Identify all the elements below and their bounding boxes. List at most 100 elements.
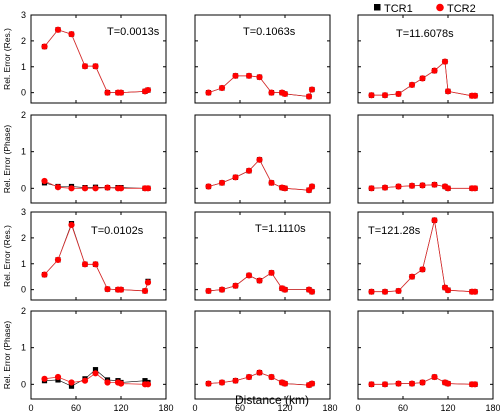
panel-r1-c1: 0 1 2 3 T=0.0013s bbox=[21, 10, 167, 104]
point-tcr2 bbox=[68, 221, 75, 229]
point-tcr2 bbox=[281, 286, 289, 293]
point-tcr2 bbox=[104, 379, 111, 386]
point-tcr2 bbox=[381, 288, 389, 295]
point-tcr2 bbox=[232, 72, 239, 79]
x-tick-label: 120 bbox=[277, 403, 292, 411]
point-tcr2 bbox=[268, 179, 275, 186]
point-tcr2 bbox=[41, 375, 48, 382]
series-line-tcr2 bbox=[44, 223, 149, 292]
legend: TCR1 TCR2 bbox=[374, 3, 476, 15]
panel-r3-c1: 0 1 2 3 T=0.0102s bbox=[21, 207, 167, 301]
x-tick-label: 0 bbox=[192, 403, 197, 411]
point-tcr2 bbox=[268, 269, 275, 276]
point-tcr2 bbox=[92, 261, 99, 268]
series-line-tcr2 bbox=[44, 372, 148, 385]
point-tcr2 bbox=[41, 271, 48, 278]
series-tcr2 bbox=[205, 269, 316, 295]
point-tcr2 bbox=[419, 266, 426, 273]
point-tcr2 bbox=[41, 43, 48, 50]
point-tcr2 bbox=[245, 373, 253, 381]
point-tcr2 bbox=[395, 287, 402, 295]
point-tcr2 bbox=[92, 370, 99, 377]
y-tick-label: 1 bbox=[21, 147, 26, 157]
period-annotation: T=0.0102s bbox=[91, 225, 144, 237]
point-tcr2 bbox=[408, 273, 416, 280]
x-tick-label: 60 bbox=[398, 403, 408, 411]
y-axis-label: Rel. Error (Res.) bbox=[2, 28, 12, 90]
point-tcr2 bbox=[144, 86, 152, 94]
panel-frame bbox=[357, 114, 494, 204]
series-tcr2 bbox=[205, 369, 316, 389]
series-tcr2 bbox=[41, 370, 152, 388]
point-tcr2 bbox=[104, 184, 111, 191]
x-tick-label: 120 bbox=[440, 403, 455, 411]
panel-frame bbox=[357, 310, 494, 400]
series-tcr2 bbox=[368, 373, 479, 388]
panel-frame bbox=[194, 211, 331, 301]
y-axis-label: Rel. Error (Res.) bbox=[2, 225, 12, 287]
series-line-tcr2 bbox=[371, 184, 475, 189]
panel-r4-c2: 0 60 120 180 bbox=[192, 310, 338, 411]
point-tcr2 bbox=[431, 373, 438, 381]
point-tcr2 bbox=[305, 93, 313, 100]
series-line-tcr2 bbox=[44, 180, 148, 189]
panel-frame bbox=[357, 14, 494, 104]
point-tcr2 bbox=[444, 185, 452, 192]
period-annotation: T=11.6078s bbox=[396, 28, 454, 40]
y-tick-label: 1 bbox=[21, 62, 26, 72]
y-axis-label: Rel. Error (Phase) bbox=[2, 125, 12, 194]
y-tick-label: 2 bbox=[21, 110, 26, 120]
y-tick-label: 3 bbox=[21, 10, 26, 20]
point-tcr2 bbox=[54, 26, 62, 33]
series-line-tcr2 bbox=[371, 220, 475, 293]
point-tcr2 bbox=[419, 379, 426, 386]
point-tcr2 bbox=[471, 381, 479, 388]
series-tcr2 bbox=[368, 58, 479, 99]
y-tick-label: 0 bbox=[21, 285, 26, 295]
point-tcr2 bbox=[218, 179, 226, 186]
y-tick-label: 3 bbox=[21, 207, 26, 217]
panel-r2-c1: 0 1 2 bbox=[21, 110, 167, 204]
y-tick-label: 0 bbox=[21, 379, 26, 389]
point-tcr1 bbox=[142, 378, 148, 384]
point-tcr2 bbox=[419, 182, 426, 189]
panel-frame bbox=[194, 14, 331, 104]
point-tcr2 bbox=[308, 183, 316, 190]
panel-r1-c2: T=0.1063s bbox=[194, 14, 331, 104]
series-tcr2 bbox=[205, 156, 316, 194]
panel-frame bbox=[30, 114, 167, 204]
series-line-tcr2 bbox=[208, 159, 313, 191]
point-tcr2 bbox=[431, 217, 438, 224]
point-tcr2 bbox=[218, 379, 226, 386]
point-tcr2 bbox=[368, 92, 375, 99]
panel-r3-c2: T=1.1110s bbox=[194, 211, 331, 301]
x-tick-label: 120 bbox=[113, 403, 128, 411]
point-tcr2 bbox=[54, 373, 62, 381]
point-tcr2 bbox=[444, 287, 452, 294]
legend-marker-tcr1 bbox=[374, 4, 381, 11]
point-tcr2 bbox=[81, 261, 89, 268]
series-line-tcr2 bbox=[208, 372, 313, 386]
y-axis-label: Rel. Error (Phase) bbox=[2, 321, 12, 390]
point-tcr2 bbox=[381, 184, 389, 191]
point-tcr2 bbox=[381, 92, 389, 99]
panel-r1-c3: T=11.6078s bbox=[357, 14, 494, 104]
period-annotation: T=121.28s bbox=[368, 225, 421, 237]
panel-r3-c3: T=121.28s bbox=[357, 211, 494, 301]
point-tcr2 bbox=[444, 380, 452, 387]
panel-frame bbox=[30, 14, 167, 104]
point-tcr2 bbox=[232, 377, 239, 384]
point-tcr2 bbox=[68, 379, 75, 386]
x-tick-label: 180 bbox=[158, 403, 173, 411]
panel-r4-c3: 0 60 120 180 bbox=[355, 310, 500, 411]
point-tcr2 bbox=[431, 181, 438, 188]
panel-r2-c3 bbox=[357, 114, 494, 204]
x-tick-label: 0 bbox=[355, 403, 360, 411]
series-tcr2 bbox=[41, 221, 152, 295]
point-tcr2 bbox=[368, 185, 375, 192]
legend-label-tcr2: TCR2 bbox=[447, 3, 476, 15]
point-tcr2 bbox=[408, 182, 416, 189]
y-tick-label: 0 bbox=[21, 183, 26, 193]
point-tcr2 bbox=[256, 369, 263, 376]
